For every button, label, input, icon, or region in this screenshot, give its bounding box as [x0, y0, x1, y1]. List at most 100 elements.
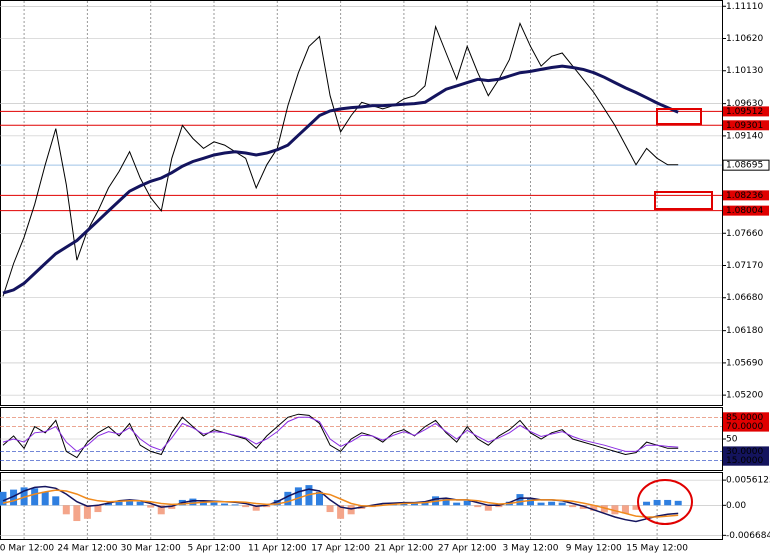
histogram-bar — [41, 491, 49, 506]
x-tick-label: 17 Apr 12:00 — [311, 544, 370, 554]
highlight-box — [656, 108, 702, 125]
x-tick-label: 27 Apr 12:00 — [438, 544, 497, 554]
histogram-bar — [10, 489, 18, 506]
series-line — [2, 416, 679, 453]
histogram-bar — [621, 505, 629, 514]
y-tick-label: 1.09140 — [726, 131, 763, 141]
histogram-bar — [62, 505, 70, 515]
histogram-bar — [569, 505, 577, 508]
histogram-bar — [611, 505, 619, 515]
histogram-bar — [284, 491, 292, 506]
price-label: 1.08236 — [726, 191, 763, 201]
highlight-box — [654, 191, 713, 210]
main-panel — [0, 0, 723, 406]
histogram-bar — [52, 496, 60, 506]
x-tick-label: 21 Apr 12:00 — [375, 544, 434, 554]
histogram-bar — [20, 487, 28, 506]
price-label-bg — [723, 120, 769, 131]
y-tick-label: 1.06680 — [726, 293, 763, 303]
x-tick-label: 11 Apr 12:00 — [248, 544, 307, 554]
histogram-bar — [664, 499, 672, 506]
x-tick-label: 30 Mar 12:00 — [121, 544, 181, 554]
histogram-bar — [579, 505, 587, 509]
histogram-bar — [252, 505, 260, 511]
histogram-bar — [94, 505, 102, 513]
histogram-bar — [168, 505, 176, 509]
x-tick-label: 24 Mar 12:00 — [57, 544, 117, 554]
y-label-bg — [723, 446, 769, 457]
price-label: 1.08004 — [726, 206, 763, 216]
x-tick-label: 9 May 12:00 — [566, 544, 622, 554]
histogram-bar — [189, 498, 197, 506]
histogram-bar — [453, 502, 461, 506]
x-tick-label: 5 Apr 12:00 — [188, 544, 241, 554]
histogram-bar — [516, 494, 524, 506]
price-label-bg — [723, 190, 769, 201]
y-tick-label: 0.0056125 — [726, 476, 770, 486]
histogram-bar — [242, 505, 250, 508]
histogram-bar — [83, 505, 91, 519]
y-tick-label: 1.07170 — [726, 261, 763, 271]
histogram-bar — [326, 505, 334, 513]
series-line — [2, 21, 679, 297]
histogram-bar — [537, 502, 545, 506]
y-tick-label: 1.05690 — [726, 358, 763, 368]
price-label: 1.09512 — [726, 107, 763, 117]
histogram-bar — [421, 501, 429, 506]
histogram-bar — [316, 491, 323, 506]
histogram-bar — [157, 505, 165, 515]
histogram-bar — [600, 505, 608, 513]
histogram-bar — [263, 505, 271, 508]
y-tick-label: 85.0000 — [726, 413, 763, 423]
histogram-bar — [632, 505, 640, 510]
x-tick-label: 3 May 12:00 — [503, 544, 559, 554]
y-tick-label: 1.06180 — [726, 326, 763, 336]
histogram-bar — [126, 499, 134, 506]
histogram-bar — [199, 501, 207, 506]
x-tick-label: 20 Mar 12:00 — [0, 544, 54, 554]
histogram-bar — [484, 505, 492, 511]
price-label-bg — [722, 159, 770, 171]
histogram-bar — [410, 503, 418, 506]
y-tick-label: 15.0000 — [726, 456, 763, 466]
histogram-bar — [105, 503, 112, 506]
y-label-bg — [723, 412, 769, 423]
histogram-bar — [115, 500, 123, 506]
y-label-bg — [723, 421, 769, 432]
histogram-bar — [674, 500, 682, 506]
histogram-bar — [558, 502, 566, 506]
y-tick-label: 1.09630 — [726, 99, 763, 109]
y-tick-label: 70.0000 — [726, 422, 763, 432]
histogram-bar — [347, 505, 355, 515]
histogram-bar — [147, 505, 155, 508]
histogram-bar — [31, 488, 39, 506]
price-label: 1.08695 — [726, 161, 763, 171]
histogram-bar — [653, 499, 661, 506]
price-label-bg — [723, 205, 769, 216]
histogram-bar — [527, 498, 534, 506]
y-tick-label: 1.05200 — [726, 391, 763, 401]
y-tick-label: -0.0066840 — [726, 531, 770, 541]
y-tick-label: 1.10130 — [726, 66, 763, 76]
indicator-line — [2, 489, 679, 518]
y-label-bg — [723, 455, 769, 466]
histogram-bar — [221, 503, 229, 506]
y-tick-label: 0.00 — [726, 501, 746, 511]
histogram-bar — [210, 502, 218, 506]
histogram-bar — [442, 498, 450, 506]
histogram-bar — [0, 491, 7, 506]
price-label-bg — [723, 106, 769, 117]
series-line — [2, 64, 679, 295]
histogram-bar — [495, 505, 503, 508]
histogram-bar — [73, 505, 81, 522]
y-tick-label: 30.0000 — [726, 447, 763, 457]
histogram-bar — [474, 505, 482, 508]
highlight-circle — [637, 479, 693, 525]
y-tick-label: 1.10620 — [726, 34, 763, 44]
histogram-bar — [337, 505, 345, 519]
x-tick-label: 15 May 12:00 — [626, 544, 688, 554]
histogram-bar — [136, 501, 144, 506]
y-tick-label: 50 — [726, 435, 738, 445]
histogram-bar — [273, 499, 281, 506]
